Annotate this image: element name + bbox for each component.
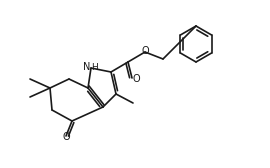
Text: H: H xyxy=(91,62,97,72)
Text: N: N xyxy=(83,62,91,72)
Text: O: O xyxy=(132,74,140,84)
Text: O: O xyxy=(141,46,149,56)
Text: O: O xyxy=(62,132,70,142)
